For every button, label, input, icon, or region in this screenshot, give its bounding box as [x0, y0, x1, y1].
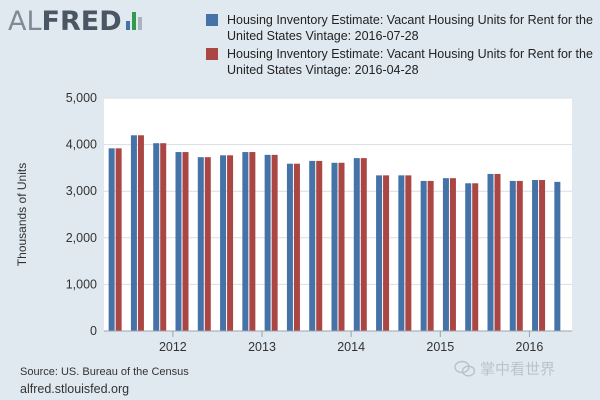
bar[interactable] [442, 178, 449, 331]
bar[interactable] [204, 157, 211, 331]
x-tick-label: 2014 [337, 340, 365, 354]
x-tick-label: 2013 [248, 340, 276, 354]
bar[interactable] [449, 178, 456, 331]
bar[interactable] [160, 143, 167, 331]
bar[interactable] [338, 162, 345, 331]
x-tick-label: 2016 [516, 340, 544, 354]
bar[interactable] [494, 173, 501, 331]
bar[interactable] [376, 175, 383, 331]
bar[interactable] [360, 158, 367, 331]
bar[interactable] [539, 180, 546, 331]
watermark-text: 掌中看世界 [480, 360, 556, 378]
legend-swatch-red [206, 48, 218, 60]
y-tick-label: 4,000 [66, 138, 97, 152]
bar[interactable] [175, 152, 182, 331]
source-note: Source: US. Bureau of the Census [20, 366, 189, 378]
plot-area [104, 98, 572, 331]
bar[interactable] [465, 183, 472, 331]
bar[interactable] [249, 152, 256, 331]
bar[interactable] [405, 175, 412, 331]
bar[interactable] [242, 152, 249, 331]
legend-item-vintage-2016-07-28[interactable]: Housing Inventory Estimate: Vacant Housi… [206, 12, 596, 44]
site-url[interactable]: alfred.stlouisfed.org [20, 382, 130, 396]
bar[interactable] [532, 180, 539, 331]
y-tick-label: 3,000 [66, 184, 97, 198]
y-tick-label: 2,000 [66, 231, 97, 245]
bar[interactable] [286, 163, 293, 331]
bar[interactable] [130, 135, 137, 331]
legend-label: Housing Inventory Estimate: Vacant Housi… [227, 47, 593, 77]
x-tick-label: 2015 [426, 340, 454, 354]
bar[interactable] [353, 158, 360, 331]
bar[interactable] [427, 180, 434, 331]
bar[interactable] [398, 175, 405, 331]
bar[interactable] [108, 148, 115, 331]
bar[interactable] [383, 175, 390, 331]
legend-label: Housing Inventory Estimate: Vacant Housi… [227, 13, 593, 43]
logo-al-text: AL [8, 5, 42, 37]
bar[interactable] [331, 162, 338, 331]
y-tick-label: 1,000 [66, 277, 97, 291]
bar[interactable] [182, 152, 189, 331]
bar[interactable] [487, 173, 494, 331]
bar[interactable] [509, 180, 516, 331]
bar[interactable] [220, 155, 227, 331]
x-tick-label: 2012 [159, 340, 187, 354]
bar[interactable] [137, 135, 144, 331]
watermark: 掌中看世界 [454, 358, 555, 379]
bar[interactable] [420, 180, 427, 331]
bar[interactable] [271, 154, 278, 331]
bar[interactable] [293, 163, 300, 331]
fred-logo[interactable]: AL FRED [8, 5, 142, 37]
bar[interactable] [115, 148, 122, 331]
y-tick-label: 0 [90, 324, 97, 338]
legend-swatch-blue [206, 14, 218, 26]
bar[interactable] [153, 143, 160, 331]
chart-legend: Housing Inventory Estimate: Vacant Housi… [206, 12, 596, 80]
bar[interactable] [309, 160, 316, 331]
y-axis-title: Thousands of Units [15, 163, 29, 266]
legend-item-vintage-2016-04-28[interactable]: Housing Inventory Estimate: Vacant Housi… [206, 46, 596, 78]
bar[interactable] [516, 180, 523, 331]
logo-fred-text: FRED [41, 5, 122, 37]
bar[interactable] [197, 157, 204, 331]
wechat-icon [454, 360, 476, 377]
bar[interactable] [554, 181, 561, 331]
bar[interactable] [264, 154, 271, 331]
bar[interactable] [316, 160, 323, 331]
y-tick-label: 5,000 [66, 91, 97, 105]
logo-bars-icon [125, 12, 142, 30]
bar[interactable] [472, 183, 479, 331]
bar[interactable] [227, 155, 234, 331]
